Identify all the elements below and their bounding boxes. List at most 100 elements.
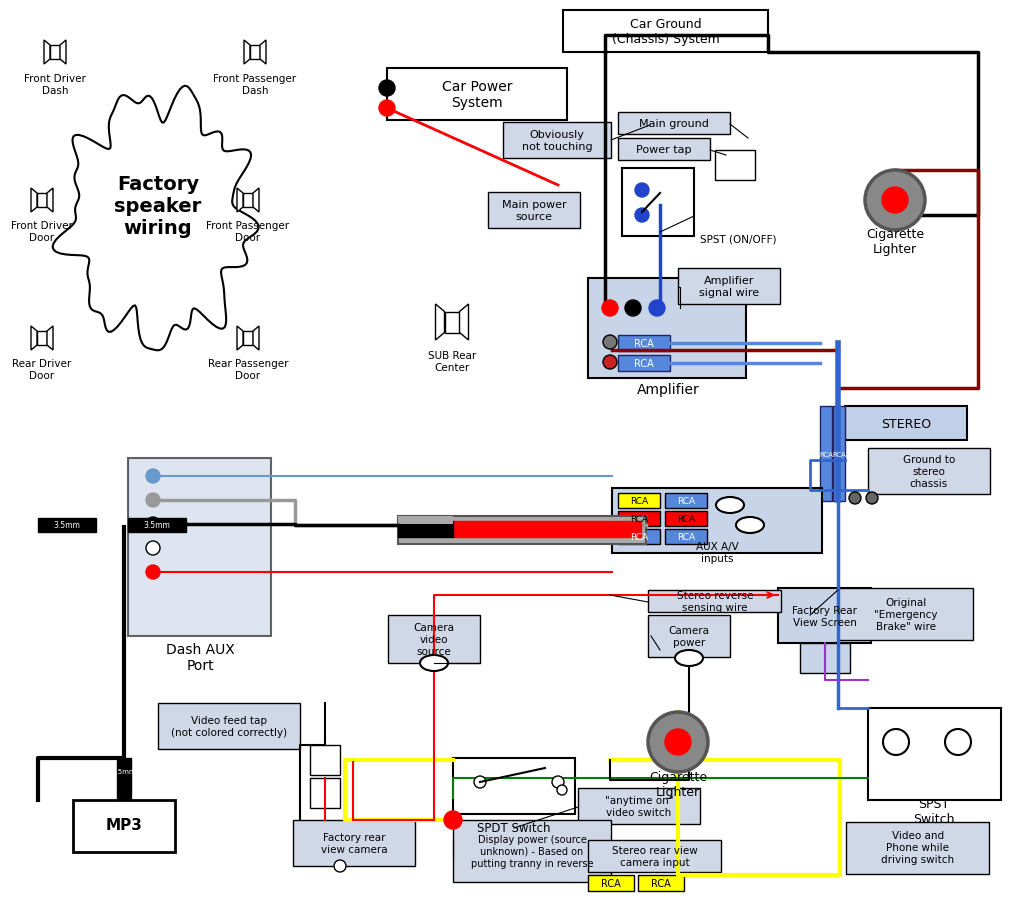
Bar (158, 703, 300, 749)
Bar (563, 10, 768, 52)
Circle shape (379, 100, 394, 116)
Text: Amplifier
signal wire: Amplifier signal wire (699, 276, 759, 298)
Bar (310, 778, 340, 808)
Bar (453, 820, 611, 882)
Bar (838, 588, 973, 640)
Circle shape (882, 187, 908, 213)
Bar (618, 493, 660, 508)
Bar (618, 138, 710, 160)
Text: 3.5mm: 3.5mm (111, 769, 136, 775)
Text: RCA: RCA (819, 452, 833, 458)
Polygon shape (237, 326, 243, 350)
Bar (833, 406, 845, 501)
Text: Display power (source
unknown) - Based on
putting tranny in reverse: Display power (source unknown) - Based o… (471, 835, 593, 868)
Text: RCA: RCA (630, 514, 648, 523)
Bar (618, 355, 670, 371)
Text: 3.5mm: 3.5mm (143, 521, 171, 530)
Text: Front Passenger
Dash: Front Passenger Dash (214, 75, 296, 96)
Text: RCA: RCA (630, 532, 648, 541)
Text: Cigarette
Lighter: Cigarette Lighter (866, 228, 924, 256)
Text: RCA: RCA (601, 879, 621, 889)
Text: SPDT Switch: SPDT Switch (477, 822, 551, 834)
Circle shape (635, 208, 649, 222)
Bar (588, 278, 746, 378)
Bar (820, 406, 832, 501)
Text: Front Driver
Door: Front Driver Door (11, 221, 73, 243)
Ellipse shape (736, 517, 764, 533)
Text: Original
"Emergency
Brake" wire: Original "Emergency Brake" wire (874, 599, 938, 632)
Bar (398, 516, 646, 544)
Bar (453, 521, 641, 537)
Text: Front Passenger
Door: Front Passenger Door (206, 221, 289, 243)
Circle shape (557, 785, 567, 795)
Bar (37, 193, 47, 207)
Bar (665, 493, 707, 508)
Circle shape (865, 170, 925, 230)
Text: Camera
power: Camera power (668, 627, 709, 648)
Bar (243, 193, 253, 207)
Bar (445, 311, 460, 333)
Text: Rear Driver
Door: Rear Driver Door (12, 360, 72, 381)
Text: 3.5mm: 3.5mm (53, 521, 81, 530)
Bar (622, 168, 694, 236)
Bar (715, 150, 755, 180)
Circle shape (866, 492, 878, 504)
Text: Stereo rear view
camera input: Stereo rear view camera input (612, 846, 698, 868)
Bar (453, 758, 575, 814)
Polygon shape (460, 304, 468, 340)
Text: SPST
Switch: SPST Switch (914, 798, 955, 826)
Text: RCA: RCA (677, 514, 695, 523)
Polygon shape (53, 85, 259, 351)
Ellipse shape (675, 650, 703, 666)
Circle shape (334, 860, 346, 872)
Polygon shape (237, 188, 243, 212)
Text: Factory Rear
View Screen: Factory Rear View Screen (792, 606, 857, 628)
Bar (665, 529, 707, 544)
Bar (50, 45, 60, 59)
Text: Front Driver
Dash: Front Driver Dash (25, 75, 86, 96)
Text: STEREO: STEREO (881, 417, 931, 431)
Bar (665, 511, 707, 526)
Circle shape (603, 335, 617, 349)
Circle shape (602, 300, 618, 316)
Text: Cigarette
Lighter: Cigarette Lighter (649, 771, 707, 799)
Bar (678, 268, 780, 304)
Text: Power tap: Power tap (637, 145, 692, 155)
Text: Dash AUX
Port: Dash AUX Port (166, 643, 234, 673)
Circle shape (945, 729, 971, 755)
Circle shape (648, 712, 708, 772)
Text: RCA: RCA (634, 359, 654, 369)
Text: Main ground: Main ground (639, 119, 709, 129)
Circle shape (625, 300, 641, 316)
Polygon shape (244, 40, 250, 64)
Circle shape (849, 492, 861, 504)
Polygon shape (47, 326, 53, 350)
Text: "anytime on"
video switch: "anytime on" video switch (605, 797, 673, 818)
Polygon shape (260, 40, 266, 64)
Text: Video feed tap
(not colored correctly): Video feed tap (not colored correctly) (171, 717, 287, 738)
Polygon shape (31, 188, 37, 212)
Bar (503, 122, 611, 158)
Circle shape (883, 729, 909, 755)
Bar (398, 516, 453, 524)
Bar (73, 800, 175, 852)
Bar (618, 112, 730, 134)
Bar (612, 488, 822, 553)
Bar (388, 615, 480, 663)
Circle shape (444, 811, 462, 829)
Text: SUB Rear
Center: SUB Rear Center (428, 352, 476, 373)
Text: Main power
source: Main power source (502, 200, 566, 222)
Text: AUX A/V
inputs: AUX A/V inputs (696, 542, 738, 564)
Circle shape (649, 300, 665, 316)
Bar (250, 45, 260, 59)
Bar (37, 331, 47, 345)
Bar (618, 511, 660, 526)
Bar (128, 458, 271, 636)
Text: RCA: RCA (634, 339, 654, 349)
Text: Car Ground
(Chassis) System: Car Ground (Chassis) System (612, 18, 719, 46)
Bar (845, 406, 967, 440)
Bar (618, 335, 670, 351)
Circle shape (379, 80, 394, 96)
Text: Camera
video
source: Camera video source (414, 623, 455, 656)
Circle shape (603, 355, 617, 369)
